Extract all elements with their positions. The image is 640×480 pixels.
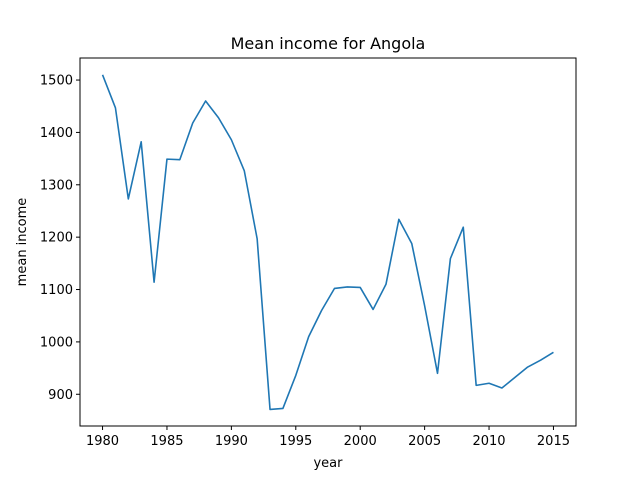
x-axis-label: year <box>313 456 343 471</box>
y-tick-label: 1200 <box>40 231 73 246</box>
x-axis: 1980 1985 1990 1995 2000 2005 2010 2015 <box>86 426 570 449</box>
y-tick-label: 1500 <box>40 74 73 89</box>
series-line <box>101 74 554 411</box>
plot-area <box>79 57 577 427</box>
y-axis-label: mean income <box>15 198 30 287</box>
x-tick-label: 1980 <box>86 434 119 449</box>
x-tick-label: 2015 <box>537 434 570 449</box>
y-tick-label: 1000 <box>40 335 73 350</box>
y-tick-label: 1400 <box>40 126 73 141</box>
y-tick-label: 900 <box>48 388 73 403</box>
x-tick-label: 1985 <box>150 434 183 449</box>
y-tick-label: 1100 <box>40 283 73 298</box>
x-tick-label: 2010 <box>472 434 505 449</box>
x-tick-label: 1990 <box>215 434 248 449</box>
x-tick-label: 2000 <box>344 434 377 449</box>
x-tick-label: 1995 <box>279 434 312 449</box>
y-tick-label: 1300 <box>40 178 73 193</box>
x-tick-label: 2005 <box>408 434 441 449</box>
y-axis: 900 1000 1100 1200 1300 1400 1500 <box>40 74 80 403</box>
plot-frame <box>79 57 577 427</box>
chart-title: Mean income for Angola <box>231 34 426 53</box>
